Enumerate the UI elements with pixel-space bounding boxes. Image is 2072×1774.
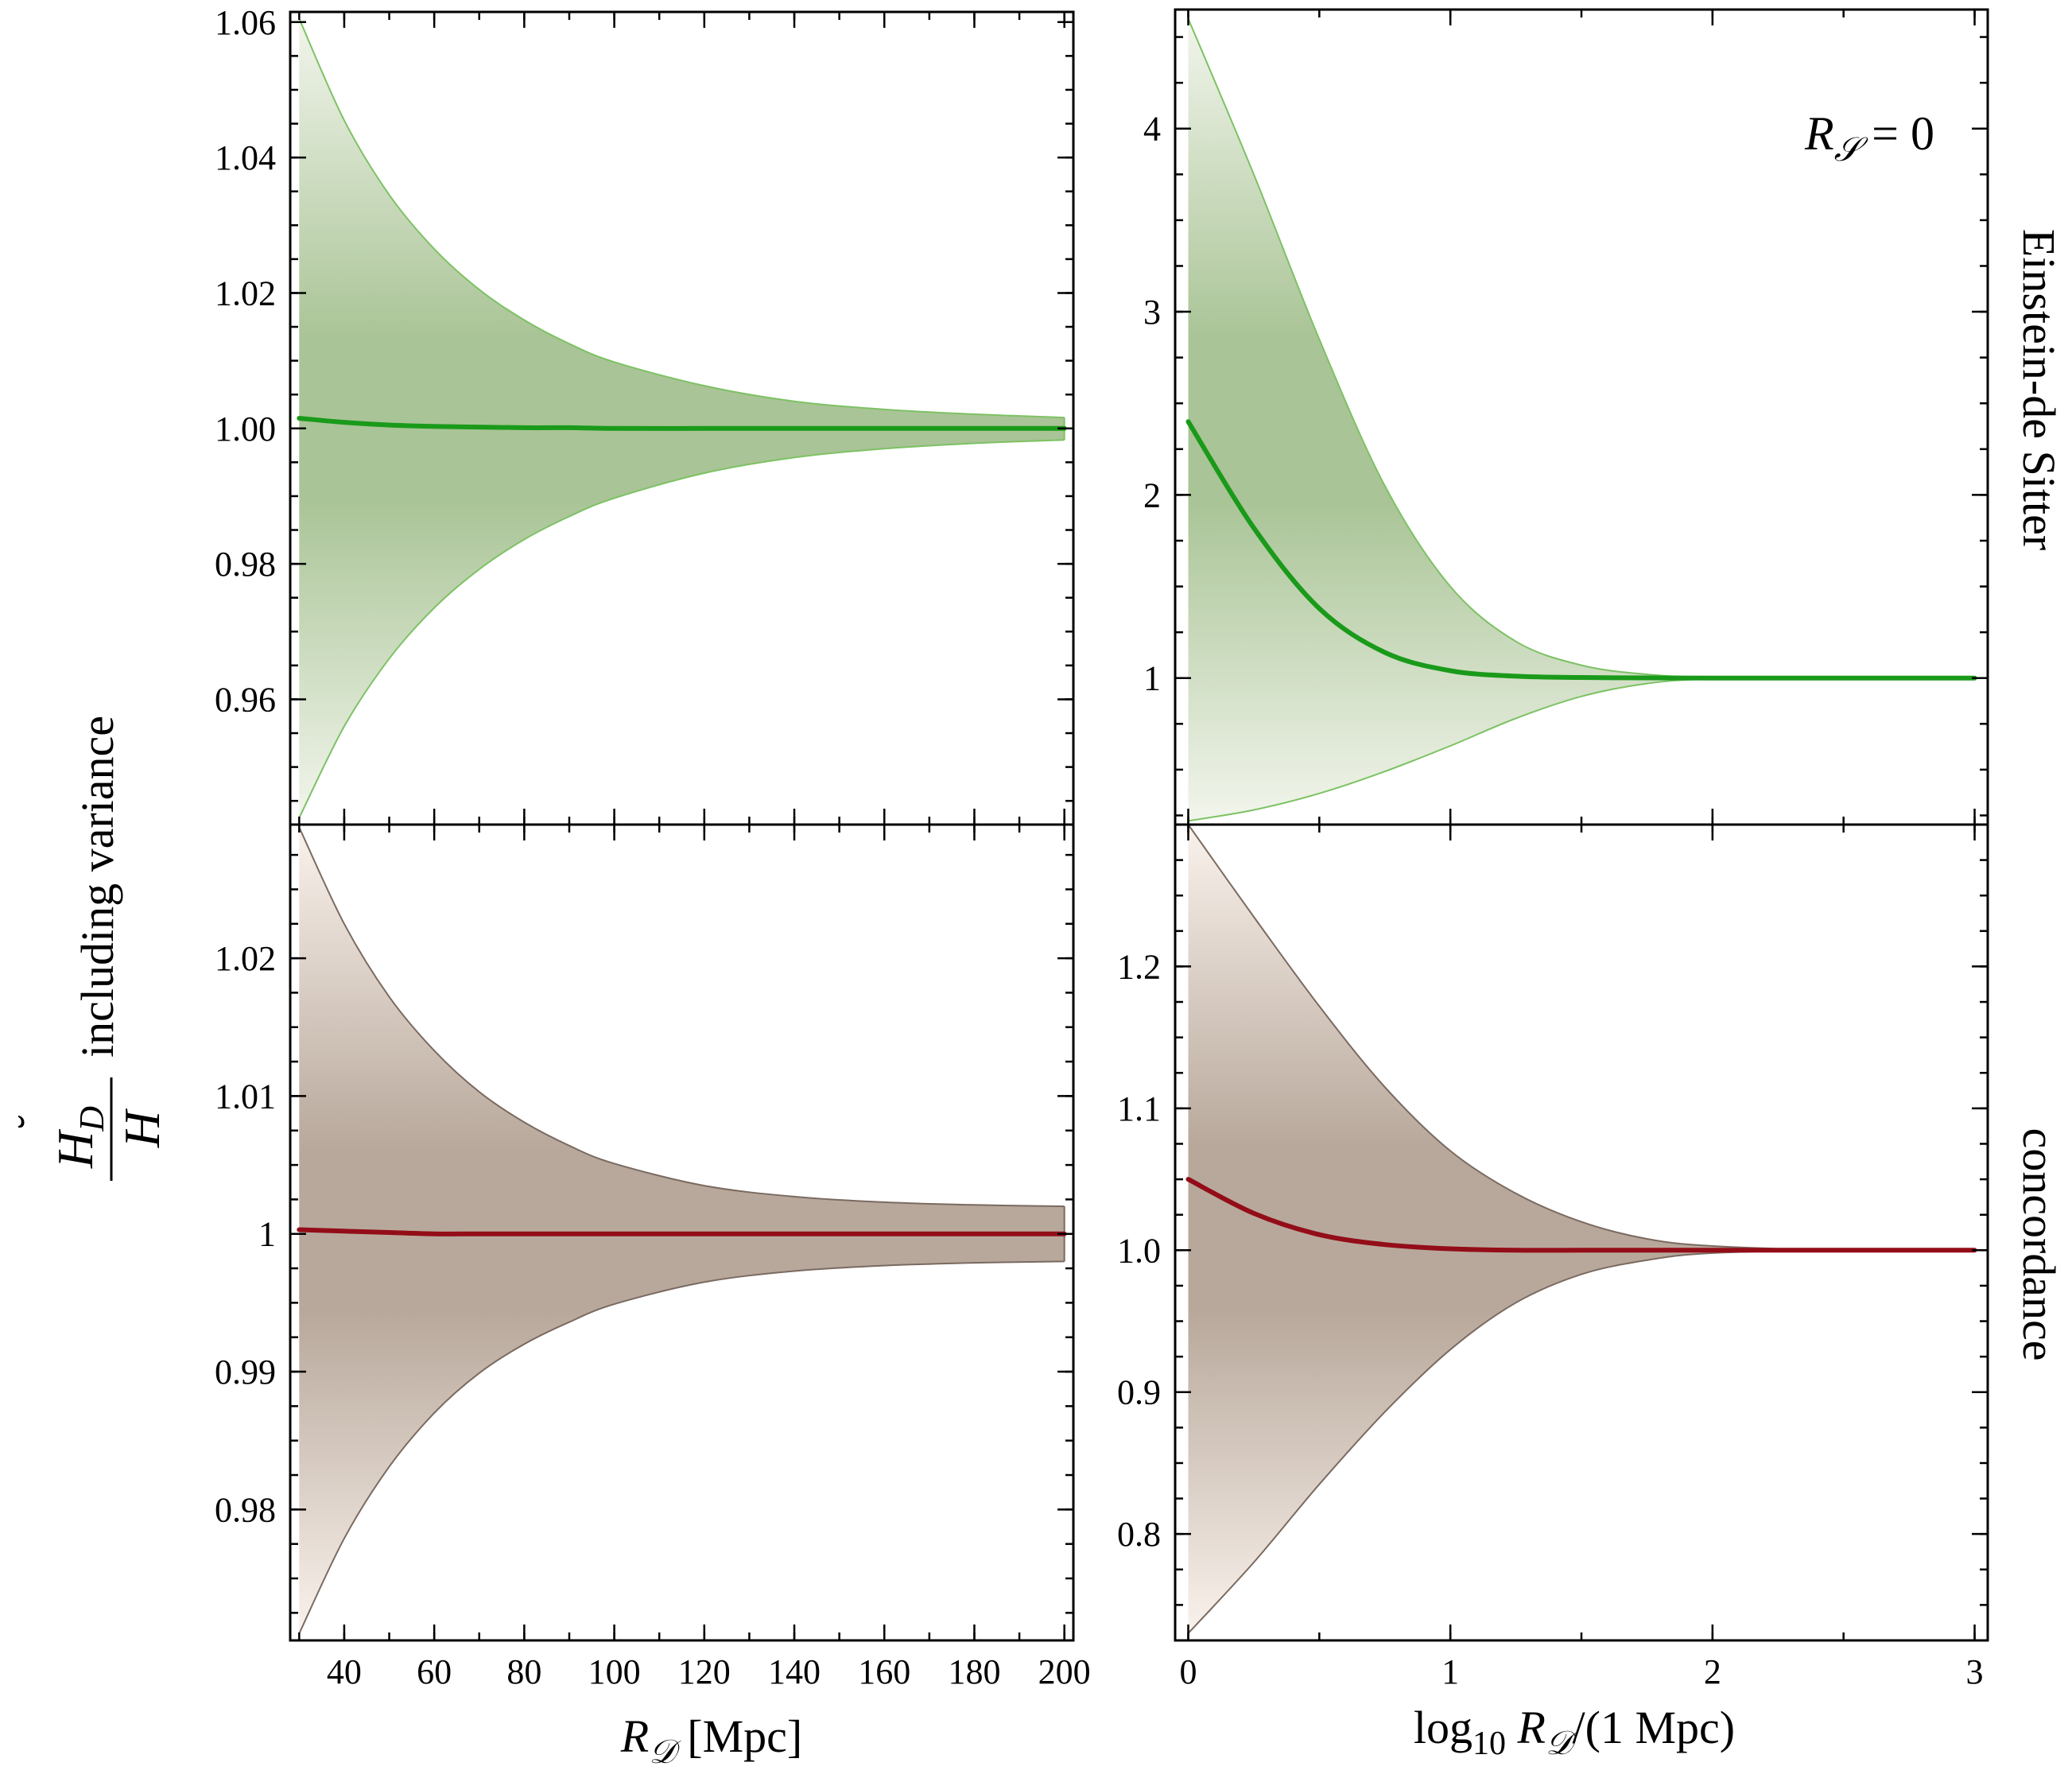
y-tick-label: 1.02 xyxy=(215,939,276,978)
annotation-rs-zero: R𝒮 = 0 xyxy=(1804,107,1934,169)
row-label-eds: Einstein-de Sitter xyxy=(2013,229,2065,550)
lower-bound-line xyxy=(298,1260,1065,1634)
x-tick-label: 160 xyxy=(858,1652,910,1691)
y-tick-label: 1.00 xyxy=(215,410,276,448)
x-tick-label: 180 xyxy=(948,1652,1000,1691)
x-tick-label: 1 xyxy=(1441,1652,1459,1691)
x-tick-label: 60 xyxy=(417,1652,452,1691)
mean-curve xyxy=(1185,1177,1977,1253)
variance-band xyxy=(299,18,1065,818)
y-tick-label: 1.2 xyxy=(1117,947,1161,986)
x-tick-label: 40 xyxy=(327,1652,362,1691)
y-tick-label: 1 xyxy=(1143,659,1161,698)
x-tick-label: 0 xyxy=(1179,1652,1197,1691)
mean-curve xyxy=(1185,419,1977,681)
y-tick-label: 4 xyxy=(1143,110,1161,149)
upper-bound-line xyxy=(298,827,1065,1208)
y-tick-label: 0.98 xyxy=(215,545,276,584)
y-axis-title-accent: ˘ xyxy=(10,1115,57,1132)
plot-area xyxy=(1185,825,1977,1634)
y-axis-title-denominator: H xyxy=(114,1108,170,1148)
variance-band xyxy=(299,827,1065,1634)
y-tick-label: 0.99 xyxy=(215,1353,276,1392)
y-axis-title: ˘ HD H including variance xyxy=(10,716,170,1181)
y-tick-label: 0.8 xyxy=(1117,1515,1161,1554)
plot-frame xyxy=(289,823,1075,1642)
y-tick-label: 1 xyxy=(258,1215,276,1254)
y-tick-label: 1.04 xyxy=(215,138,276,177)
panel-concordance-log: 0.8 0.9 1.0 1.1 1.2 0 1 2 3 xyxy=(1117,823,1989,1691)
y-tick-label: 0.96 xyxy=(215,680,276,719)
x-tick-label: 2 xyxy=(1704,1652,1721,1691)
x-tick-label: 100 xyxy=(588,1652,641,1691)
x-tick-label: 140 xyxy=(768,1652,821,1691)
y-tick-label: 1.0 xyxy=(1117,1231,1161,1270)
panel-eds-linear: 0.96 0.98 1.00 1.02 1.04 1.06 xyxy=(215,3,1075,826)
panel-eds-log: 1 2 3 4 xyxy=(1143,8,1989,826)
plot-area xyxy=(297,18,1067,818)
upper-bound-line xyxy=(298,18,1065,419)
mean-curve xyxy=(297,416,1067,431)
y-tick-label: 0.98 xyxy=(215,1490,276,1529)
x-axis-title-left: R𝒟 [Mpc] xyxy=(620,1710,802,1771)
variance-band xyxy=(1188,18,1975,821)
lower-bound-line xyxy=(298,439,1065,818)
y-axis-title-numerator: HD xyxy=(47,1106,111,1169)
y-tick-label: 2 xyxy=(1143,476,1161,514)
y-tick-label: 1.02 xyxy=(215,274,276,312)
y-tick-label: 1.01 xyxy=(215,1077,276,1116)
panel-concordance-linear: 0.98 0.99 1 1.01 1.02 40 60 80 100 120 140 160 180 20… xyxy=(215,823,1091,1691)
row-label-concordance: concordance xyxy=(2013,1128,2065,1361)
x-tick-label: 200 xyxy=(1038,1652,1091,1691)
y-axis-title-suffix: including variance xyxy=(72,716,123,1058)
x-axis-title-right: log10 R𝒟/(1 Mpc) xyxy=(1414,1702,1735,1762)
x-tick-label: 80 xyxy=(506,1652,541,1691)
y-tick-label: 1.06 xyxy=(215,3,276,42)
mean-curve xyxy=(297,1227,1067,1236)
x-tick-label: 120 xyxy=(678,1652,731,1691)
variance-band xyxy=(1188,825,1975,1634)
plot-area xyxy=(297,827,1067,1634)
y-tick-label: 0.9 xyxy=(1117,1373,1161,1412)
y-tick-label: 3 xyxy=(1143,293,1161,332)
x-tick-label: 3 xyxy=(1966,1652,1984,1691)
y-tick-label: 1.1 xyxy=(1117,1089,1161,1128)
plot-area xyxy=(1185,18,1977,822)
